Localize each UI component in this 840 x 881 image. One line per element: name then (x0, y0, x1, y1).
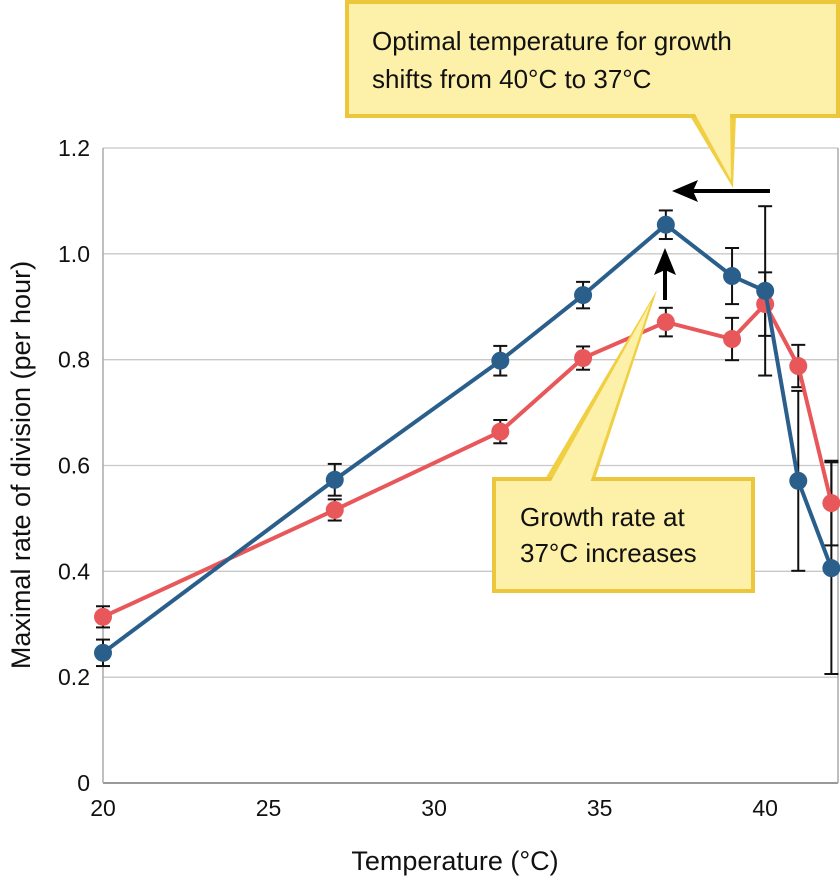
x-tick-label: 35 (587, 795, 613, 821)
data-point-series-0 (325, 470, 344, 489)
callout-1-line-1: Optimal temperature for growth (372, 26, 732, 56)
data-point-series-1 (723, 330, 742, 349)
data-point-series-0 (822, 559, 840, 578)
y-axis-label: Maximal rate of division (per hour) (6, 261, 36, 669)
x-tick-label: 25 (256, 795, 282, 821)
callout-1-line-2: shifts from 40°C to 37°C (372, 64, 651, 94)
data-point-series-1 (574, 349, 593, 368)
data-point-series-1 (94, 607, 112, 626)
y-tick-label: 1.2 (58, 135, 90, 161)
data-point-series-0 (574, 286, 593, 305)
data-point-series-1 (822, 494, 840, 513)
x-tick-label: 40 (752, 795, 778, 821)
x-tick-label: 20 (90, 795, 116, 821)
x-axis-label: Temperature (°C) (351, 846, 558, 876)
data-point-series-0 (723, 267, 742, 286)
callout-2-line-2: 37°C increases (520, 538, 697, 568)
y-tick-label: 1.0 (58, 241, 90, 267)
data-point-series-0 (94, 643, 112, 662)
callout-optimal-temperature: Optimal temperature for growth shifts fr… (345, 0, 840, 188)
data-point-series-1 (491, 422, 510, 441)
data-point-series-1 (789, 357, 808, 376)
shift-left-arrow (672, 180, 770, 202)
data-point-series-0 (789, 471, 808, 490)
y-tick-label: 0.8 (58, 347, 90, 373)
y-tick-label: 0.2 (58, 664, 90, 690)
callout-2-line-1: Growth rate at (520, 502, 686, 532)
y-tick-label: 0 (77, 770, 90, 796)
y-tick-label: 0.6 (58, 453, 90, 479)
callout-growth-rate: Growth rate at 37°C increases (492, 290, 755, 593)
data-point-series-1 (656, 313, 675, 332)
data-point-series-1 (325, 500, 344, 519)
x-tick-label: 30 (421, 795, 447, 821)
increase-up-arrow (654, 248, 676, 300)
data-point-series-0 (491, 351, 510, 370)
data-point-series-0 (656, 215, 675, 234)
data-point-series-0 (756, 281, 775, 300)
y-tick-label: 0.4 (58, 558, 90, 584)
